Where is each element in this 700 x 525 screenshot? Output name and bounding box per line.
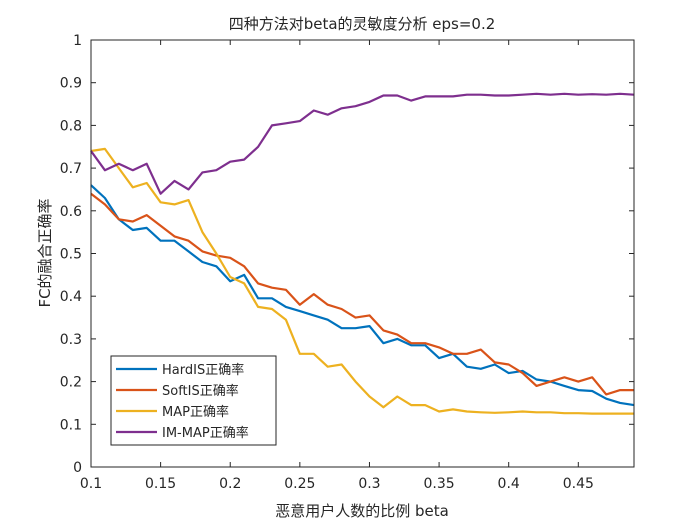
legend-label: SoftIS正确率 bbox=[162, 383, 239, 399]
x-tick-label: 0.1 bbox=[80, 476, 102, 492]
series-line-2 bbox=[90, 147, 634, 415]
y-tick-label: 1 bbox=[73, 33, 82, 49]
legend-label: MAP正确率 bbox=[162, 404, 229, 420]
y-tick-label: 0.4 bbox=[60, 289, 82, 305]
x-tick-label: 0.35 bbox=[423, 476, 454, 492]
y-axis-label: FC的融合正确率 bbox=[36, 198, 54, 307]
x-axis-ticks: 0.1 0.15 0.2 0.25 0.3 0.35 0.4 0.45 bbox=[80, 40, 594, 492]
y-tick-label: 0.5 bbox=[60, 247, 82, 263]
y-tick-label: 0 bbox=[73, 460, 82, 476]
series-layer bbox=[90, 92, 635, 415]
legend-label: IM-MAP正确率 bbox=[162, 425, 249, 441]
y-tick-label: 0.3 bbox=[60, 332, 82, 348]
y-tick-label: 0.6 bbox=[60, 204, 82, 220]
x-tick-label: 0.2 bbox=[219, 476, 241, 492]
x-tick-label: 0.45 bbox=[563, 476, 594, 492]
y-tick-label: 0.2 bbox=[60, 375, 82, 391]
x-tick-label: 0.25 bbox=[284, 476, 315, 492]
x-axis-label: 恶意用户人数的比例 beta bbox=[275, 502, 449, 520]
legend: HardIS正确率 SoftIS正确率 MAP正确率 IM-MAP正确率 bbox=[110, 355, 277, 446]
x-tick-label: 0.3 bbox=[358, 476, 380, 492]
legend-box bbox=[110, 355, 277, 446]
y-tick-label: 0.7 bbox=[60, 161, 82, 177]
series-line-0 bbox=[90, 184, 635, 407]
y-tick-label: 0.9 bbox=[60, 76, 82, 92]
x-tick-label: 0.4 bbox=[498, 476, 520, 492]
x-tick-label: 0.15 bbox=[145, 476, 176, 492]
series-line-1 bbox=[90, 192, 634, 396]
y-axis-ticks: 0 0.1 0.2 0.3 0.4 0.5 0.6 0.7 0.8 0.9 1 bbox=[60, 33, 634, 476]
y-tick-label: 0.8 bbox=[60, 118, 82, 134]
y-tick-label: 0.1 bbox=[60, 417, 82, 433]
legend-label: HardIS正确率 bbox=[162, 362, 244, 378]
chart-title: 四种方法对beta的灵敏度分析 eps=0.2 bbox=[229, 15, 496, 33]
series-line-3 bbox=[90, 92, 635, 195]
